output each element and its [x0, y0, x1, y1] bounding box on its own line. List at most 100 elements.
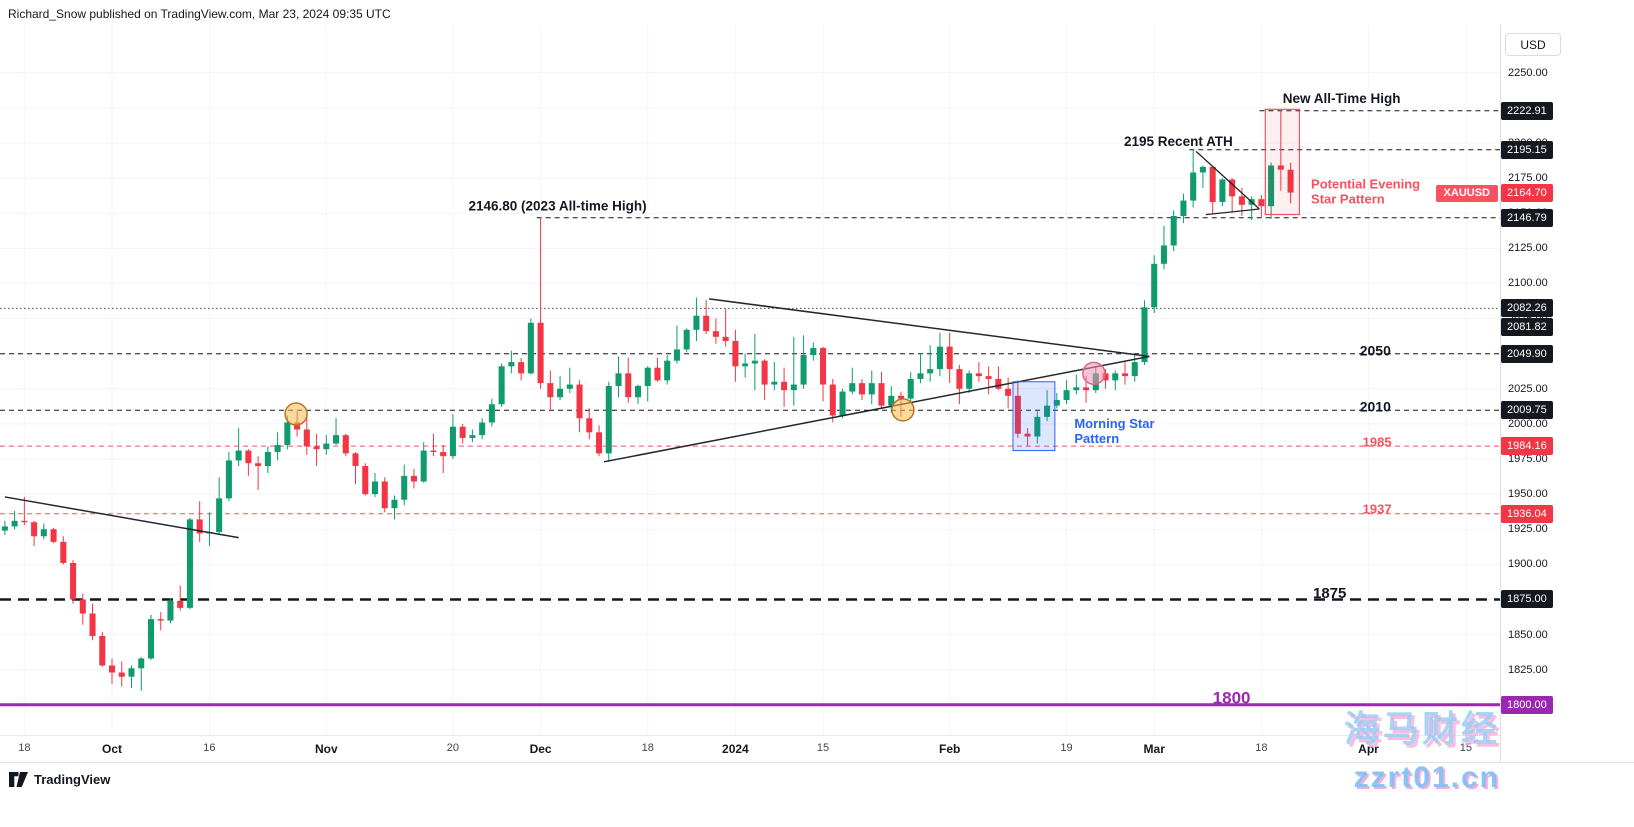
candle-body: [430, 450, 437, 452]
pennant-lower-line[interactable]: [1205, 208, 1260, 216]
candle-body: [557, 388, 564, 398]
time-tick-label: 15: [816, 742, 830, 754]
candle-body: [625, 373, 632, 398]
candle-body: [547, 383, 554, 398]
candle-body: [333, 435, 340, 444]
label-new-ath: New All-Time High: [1283, 91, 1401, 106]
candle-body: [761, 360, 768, 385]
candle-body: [907, 378, 914, 399]
evening-star-box[interactable]: [1264, 108, 1300, 216]
candle-body: [313, 446, 320, 450]
candle-body: [89, 613, 96, 636]
candle-body: [683, 329, 690, 350]
price-tick-label: 2025.00: [1508, 382, 1548, 395]
candle-body: [868, 383, 875, 395]
candle-body: [664, 360, 671, 381]
candle-body: [1073, 387, 1080, 391]
retest-circle-feb[interactable]: [1082, 361, 1106, 386]
time-tick-label: 2024: [722, 742, 749, 756]
time-tick-label: 18: [18, 742, 31, 754]
candle-body: [323, 443, 330, 450]
label-recent-ath: 2195 Recent ATH: [1124, 134, 1233, 149]
candle-body: [1287, 169, 1294, 193]
candle-body: [235, 450, 242, 461]
candle-body: [1160, 245, 1167, 264]
time-tick-label: 18: [1255, 742, 1268, 754]
label-morning-star-line1: Morning Star: [1074, 416, 1154, 431]
candle-body: [1151, 263, 1158, 308]
label-1875: 1875: [1313, 585, 1346, 602]
trendline-touch-circle-oct[interactable]: [284, 402, 308, 426]
morning-star-box[interactable]: [1012, 381, 1056, 452]
chart-plot-area[interactable]: 2146.80 (2023 All-time High) 2195 Recent …: [0, 25, 1500, 735]
candle-body: [79, 599, 86, 614]
candle-body: [703, 315, 710, 332]
candle-body: [1121, 373, 1129, 377]
price-tick-label: 1975.00: [1508, 453, 1548, 465]
candle-body: [917, 373, 924, 379]
price-badge-1984.16: 1984.16: [1501, 437, 1553, 456]
candle-body: [1277, 165, 1284, 170]
price-badge-2049.90: 2049.90: [1501, 344, 1553, 363]
candle-body: [605, 385, 612, 454]
tradingview-logo-text[interactable]: TradingView: [34, 772, 111, 787]
footer-bar: TradingView: [0, 762, 1634, 827]
candle-body: [936, 346, 943, 370]
candle-body: [1219, 179, 1226, 202]
price-axis[interactable]: USD 2250.002225.002200.002175.002150.002…: [1500, 25, 1634, 762]
candle-body: [771, 381, 778, 385]
time-tick-label: Oct: [101, 742, 122, 756]
triangle-support-line[interactable]: [603, 355, 1150, 463]
candle-body: [469, 435, 476, 438]
time-tick-label: Mar: [1143, 742, 1165, 756]
candle-body: [459, 426, 466, 438]
price-badge-2009.75: 2009.75: [1501, 401, 1553, 420]
candle-body: [995, 378, 1002, 389]
candle-body: [956, 369, 963, 389]
time-axis[interactable]: 18 Oct 16 Nov 20 Dec 18 2024 15 Feb 19 Mar 18 Apr 15: [0, 735, 1500, 762]
candlestick-chart[interactable]: 2146.80 (2023 All-time High) 2195 Recent …: [0, 25, 1500, 735]
candle-body: [800, 355, 807, 385]
candle-body: [352, 453, 359, 467]
candle-body: [128, 668, 135, 677]
candle-body: [527, 322, 534, 374]
candle-body: [712, 331, 719, 337]
candle-body: [177, 600, 184, 608]
price-tick-label: 1900.00: [1508, 558, 1548, 571]
time-tick-label: 19: [1060, 742, 1073, 754]
candle-body: [888, 395, 895, 406]
candle-body: [518, 362, 525, 374]
candle-body: [479, 422, 486, 436]
currency-usd-button[interactable]: USD: [1505, 33, 1561, 56]
candle-body: [1268, 165, 1275, 207]
triangle-resistance-line[interactable]: [708, 298, 1150, 358]
candle-body: [440, 451, 447, 457]
price-badge-1800.00: 1800.00: [1501, 695, 1553, 714]
candle-body: [858, 383, 866, 395]
candle-body: [50, 529, 57, 542]
time-tick-label: Feb: [939, 742, 961, 756]
candle-body: [1005, 388, 1012, 396]
candle-body: [742, 363, 749, 367]
early-resistance-line[interactable]: [4, 496, 239, 539]
time-tick-label: Dec: [529, 742, 552, 756]
price-badge-2222.91: 2222.91: [1501, 101, 1553, 120]
pennant-upper-line[interactable]: [1195, 150, 1260, 210]
price-tick-label: 1950.00: [1508, 488, 1548, 501]
candle-body: [216, 498, 223, 533]
candle-body: [284, 422, 291, 445]
candle-body: [147, 619, 154, 659]
candle-body: [99, 635, 106, 666]
candle-body: [1083, 387, 1090, 391]
time-tick-label: 18: [641, 742, 654, 754]
tradingview-logo-icon[interactable]: [9, 772, 28, 787]
trendline-touch-circle-jan[interactable]: [891, 398, 915, 422]
candle-body: [381, 481, 388, 509]
label-2050: 2050: [1360, 342, 1391, 358]
price-tick-label: 2125.00: [1508, 242, 1548, 255]
candle-body: [1112, 373, 1119, 381]
candle-body: [654, 367, 661, 381]
price-badge-1875.00: 1875.00: [1501, 590, 1553, 609]
candle-body: [420, 450, 427, 482]
candle-body: [1199, 166, 1206, 173]
